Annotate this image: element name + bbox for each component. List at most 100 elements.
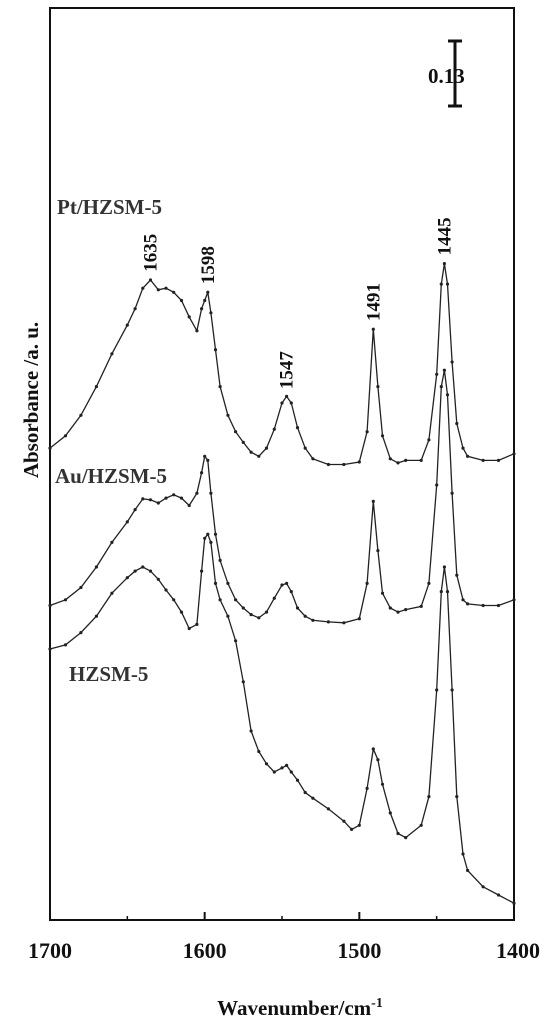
data-point xyxy=(461,446,465,450)
data-point xyxy=(455,421,459,426)
data-point xyxy=(257,749,261,754)
data-point xyxy=(380,434,385,438)
data-point xyxy=(226,581,230,586)
data-point xyxy=(481,458,485,462)
data-point xyxy=(396,831,400,836)
data-point xyxy=(164,286,168,290)
data-point xyxy=(439,385,443,389)
data-point xyxy=(455,573,459,577)
x-axis-ticks xyxy=(49,912,515,920)
data-point xyxy=(234,598,238,602)
data-point xyxy=(442,262,446,266)
data-point xyxy=(466,454,470,458)
data-point xyxy=(234,639,238,643)
data-point xyxy=(133,569,137,573)
data-point xyxy=(435,483,439,487)
data-point xyxy=(264,446,269,450)
data-point xyxy=(295,606,300,610)
data-point xyxy=(195,329,199,333)
data-point xyxy=(450,491,454,495)
data-point xyxy=(365,786,369,791)
data-point xyxy=(272,427,276,431)
data-point xyxy=(404,458,408,462)
data-point xyxy=(203,298,207,303)
data-point xyxy=(257,454,261,458)
data-point xyxy=(388,457,392,461)
data-point xyxy=(63,643,68,647)
data-point xyxy=(311,618,315,622)
data-point xyxy=(195,491,199,495)
data-point xyxy=(110,591,114,595)
data-point xyxy=(272,596,276,600)
data-point xyxy=(326,620,330,624)
data-point xyxy=(371,327,375,331)
data-point xyxy=(79,585,83,590)
data-point xyxy=(326,462,330,467)
data-point xyxy=(295,426,300,430)
data-point xyxy=(311,457,315,461)
data-point xyxy=(79,631,83,635)
data-point xyxy=(512,901,516,905)
data-point xyxy=(371,499,375,503)
data-point xyxy=(125,323,129,327)
data-point xyxy=(226,413,230,417)
data-point xyxy=(365,581,369,586)
data-point xyxy=(125,520,129,524)
data-point xyxy=(419,458,423,462)
data-point xyxy=(206,532,210,536)
data-point xyxy=(48,647,52,651)
data-point xyxy=(110,352,114,356)
x-tick-label-1400: 1400 xyxy=(496,938,540,963)
data-point xyxy=(342,819,346,823)
data-point xyxy=(303,446,307,450)
data-point xyxy=(311,796,315,800)
data-point xyxy=(141,565,145,569)
data-point xyxy=(209,311,213,315)
data-point xyxy=(206,458,210,462)
data-point xyxy=(141,286,145,290)
data-point xyxy=(148,498,153,502)
series-pt-hzsm-5 xyxy=(48,262,516,467)
data-point xyxy=(141,497,145,501)
data-point xyxy=(179,496,184,500)
data-point xyxy=(48,603,52,608)
data-point xyxy=(380,782,385,786)
x-tick-label-1600: 1600 xyxy=(183,938,227,963)
data-point xyxy=(435,688,439,692)
data-point xyxy=(396,461,400,465)
data-point xyxy=(419,823,423,827)
x-axis-title-main: Wavenumber/cm xyxy=(217,996,371,1020)
data-point xyxy=(94,385,98,389)
data-point xyxy=(496,893,501,897)
data-point xyxy=(249,450,253,454)
data-point xyxy=(455,795,459,799)
data-point xyxy=(350,827,354,832)
data-point xyxy=(450,688,454,692)
scale-bar: 0.13 xyxy=(428,39,465,108)
peak-label-1635: 1635 xyxy=(141,234,162,272)
data-point xyxy=(512,452,516,456)
data-point xyxy=(79,413,83,417)
data-point xyxy=(285,763,289,768)
data-point xyxy=(200,471,204,475)
data-point xyxy=(257,616,261,620)
data-point xyxy=(187,626,191,631)
data-point xyxy=(241,680,245,684)
data-point xyxy=(404,836,408,840)
data-point xyxy=(234,430,238,434)
data-point xyxy=(187,503,191,508)
data-point xyxy=(289,770,293,774)
data-point xyxy=(213,348,218,352)
data-point xyxy=(376,385,380,389)
data-point xyxy=(226,614,230,618)
data-point xyxy=(209,491,213,495)
data-point xyxy=(110,540,114,545)
series-hzsm-5 xyxy=(48,532,516,905)
data-point xyxy=(461,598,465,602)
data-point xyxy=(396,610,400,614)
y-axis-title: Absorbance /a. u. xyxy=(19,322,43,478)
data-point xyxy=(63,434,68,438)
data-point xyxy=(303,790,307,795)
data-point xyxy=(179,298,184,303)
data-point xyxy=(442,565,446,569)
